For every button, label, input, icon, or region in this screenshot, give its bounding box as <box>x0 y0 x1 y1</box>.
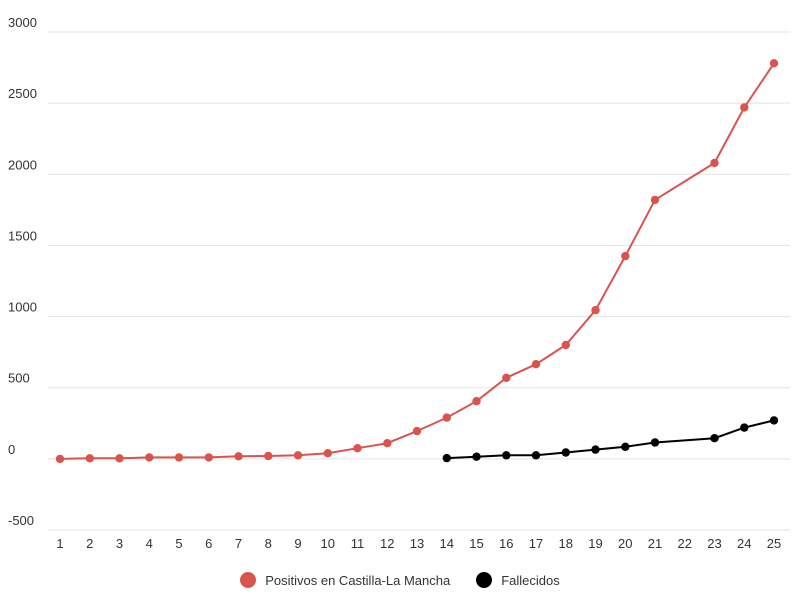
legend-swatch-positivos <box>240 572 257 588</box>
y-tick-label: 1500 <box>8 228 37 243</box>
x-tick-label: 21 <box>648 536 662 551</box>
grid-lines <box>48 31 790 531</box>
data-point[interactable] <box>621 442 630 451</box>
data-point[interactable] <box>740 423 749 432</box>
data-point[interactable] <box>293 451 303 460</box>
x-tick-label: 9 <box>294 536 301 551</box>
x-tick-label: 12 <box>380 536 394 551</box>
data-point[interactable] <box>234 452 243 461</box>
x-tick-label: 10 <box>321 536 335 551</box>
series-line-0 <box>59 62 775 460</box>
data-point[interactable] <box>115 454 124 463</box>
legend-label-positivos: Positivos en Castilla-La Mancha <box>265 572 451 588</box>
x-tick-label: 14 <box>440 536 454 551</box>
data-point[interactable] <box>769 59 779 68</box>
x-tick-label: 5 <box>175 536 182 551</box>
data-point[interactable] <box>353 444 362 453</box>
data-point[interactable] <box>710 158 719 168</box>
data-point[interactable] <box>264 451 273 461</box>
y-tick-label: 2000 <box>8 157 37 172</box>
series-layer <box>55 59 779 464</box>
x-tick-label: 6 <box>205 536 212 551</box>
x-axis-ticks: 1 2 3 4 5 6 7 8 9 10 11 12 13 14 15 16 17 18 19 20 21 22 23 24 2… <box>56 536 781 551</box>
x-tick-label: 1 <box>56 536 63 551</box>
x-tick-label: 7 <box>235 536 242 551</box>
x-tick-label: 17 <box>529 536 543 551</box>
data-point[interactable] <box>621 251 630 261</box>
y-tick-label: 3000 <box>8 15 37 30</box>
x-tick-label: 2 <box>86 536 93 551</box>
data-point[interactable] <box>383 439 392 448</box>
data-point[interactable] <box>472 452 481 461</box>
x-tick-label: 11 <box>351 536 365 551</box>
data-point[interactable] <box>650 195 660 205</box>
x-tick-label: 23 <box>707 536 721 551</box>
data-point[interactable] <box>650 438 660 447</box>
data-point[interactable] <box>204 453 213 462</box>
data-point[interactable] <box>502 451 511 460</box>
data-point[interactable] <box>442 453 451 463</box>
data-point[interactable] <box>323 449 332 458</box>
data-point[interactable] <box>591 306 600 315</box>
data-point[interactable] <box>710 434 719 443</box>
series-line-1 <box>446 419 775 460</box>
data-point[interactable] <box>472 397 481 406</box>
legend-swatch-fallecidos <box>476 572 493 588</box>
y-tick-label: 1000 <box>8 300 37 315</box>
x-tick-label: 13 <box>410 536 424 551</box>
data-point[interactable] <box>561 448 570 457</box>
x-tick-label: 8 <box>265 536 272 551</box>
data-point[interactable] <box>442 413 451 422</box>
y-tick-label: 2500 <box>8 86 37 101</box>
legend-item-fallecidos[interactable]: Fallecidos <box>476 572 560 588</box>
y-tick-label: -500 <box>8 513 34 528</box>
legend: Positivos en Castilla-La Mancha Fallecid… <box>0 572 800 588</box>
x-tick-label: 24 <box>737 536 751 551</box>
x-tick-label: 15 <box>469 536 483 551</box>
data-point[interactable] <box>531 451 541 460</box>
x-tick-label: 22 <box>678 536 692 551</box>
data-point[interactable] <box>769 416 779 425</box>
y-axis-ticks: -500 0 500 1000 1500 2000 2500 3000 <box>8 15 37 528</box>
x-tick-label: 20 <box>618 536 632 551</box>
data-point[interactable] <box>502 373 511 382</box>
data-point[interactable] <box>85 454 95 463</box>
data-point[interactable] <box>531 360 541 369</box>
legend-label-fallecidos: Fallecidos <box>501 572 560 588</box>
data-point[interactable] <box>591 445 600 454</box>
x-tick-label: 16 <box>499 536 513 551</box>
x-tick-label: 25 <box>767 536 781 551</box>
data-point[interactable] <box>55 454 65 464</box>
y-tick-label: 0 <box>8 442 15 457</box>
data-point[interactable] <box>740 103 749 112</box>
x-tick-label: 18 <box>559 536 573 551</box>
x-tick-label: 3 <box>116 536 123 551</box>
y-tick-label: 500 <box>8 371 30 386</box>
data-point[interactable] <box>561 340 570 350</box>
x-tick-label: 19 <box>588 536 602 551</box>
data-point[interactable] <box>412 426 422 436</box>
legend-item-positivos[interactable]: Positivos en Castilla-La Mancha <box>240 572 450 588</box>
data-point[interactable] <box>145 453 154 462</box>
x-tick-label: 4 <box>146 536 153 551</box>
data-point[interactable] <box>174 453 184 462</box>
